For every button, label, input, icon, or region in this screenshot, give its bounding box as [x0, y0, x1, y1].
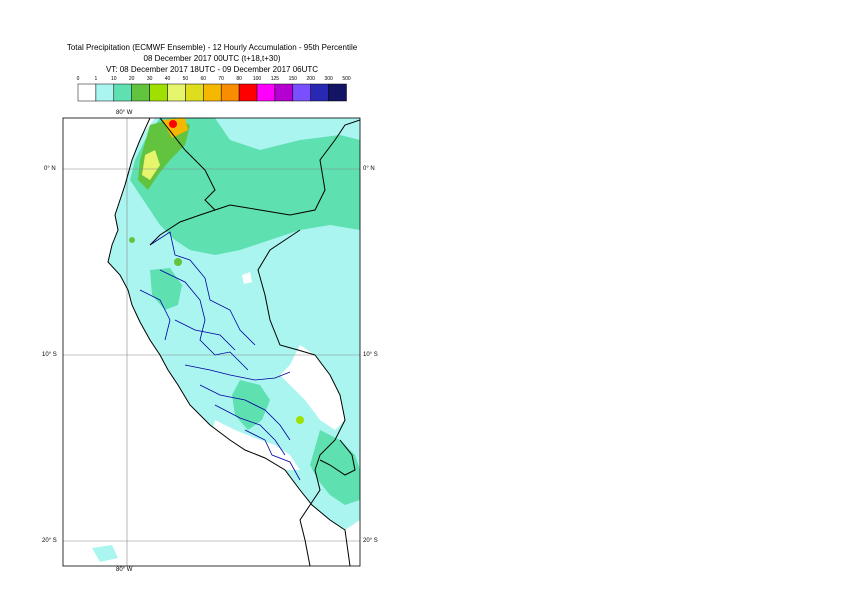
heavy-precip-core — [169, 120, 177, 128]
legend-tick-label: 20 — [128, 76, 135, 82]
lat-label-right-0: 0° N — [363, 166, 375, 172]
legend-tick-label: 50 — [182, 76, 189, 82]
admin-borders — [139, 231, 301, 481]
legend-tick-label: 60 — [200, 76, 207, 82]
legend-tick-label: 70 — [218, 76, 224, 82]
lat-label-left-10s: 10° S — [42, 352, 57, 358]
title-line-2: 08 December 2017 00UTC (t+18,t+30) — [143, 54, 281, 63]
lat-label-right-20s: 20° S — [363, 538, 378, 544]
precip-spot-3 — [129, 237, 135, 243]
moderate-precip-coast — [150, 268, 182, 310]
graticule — [63, 118, 360, 566]
map-frame — [62, 117, 361, 567]
precip-spot-1 — [174, 258, 182, 266]
legend-tick-label: 100 — [252, 76, 262, 82]
legend-tick-label: 150 — [288, 76, 297, 82]
heavy-precip-3 — [162, 118, 188, 138]
moderate-precip-mid — [232, 380, 270, 430]
legend-tick-label: 0 — [76, 76, 80, 82]
coastline — [107, 118, 360, 566]
legend-tick-label: 40 — [164, 76, 171, 82]
legend-swatch — [328, 83, 347, 102]
legend-tick-label: 1 — [94, 76, 98, 82]
legend-tick-label: 300 — [324, 76, 333, 82]
title-line-3: VT: 08 December 2017 18UTC - 09 December… — [105, 65, 319, 74]
lon-label-top: 80° W — [116, 110, 133, 116]
heavy-precip-2 — [142, 150, 160, 180]
title-line-1: Total Precipitation (ECMWF Ensemble) - 1… — [66, 43, 358, 52]
lat-label-left-20s: 20° S — [42, 538, 57, 544]
legend-tick-label: 500 — [342, 76, 351, 82]
lon-label-bottom: 80° W — [116, 567, 133, 573]
legend-tick-label: 30 — [146, 76, 153, 82]
dry-region-small — [242, 272, 252, 284]
legend-tick-label: 10 — [111, 76, 117, 82]
legend-tick-label: 200 — [306, 76, 315, 82]
legend-tick-label: 80 — [236, 76, 242, 82]
lat-label-left-0: 0° N — [44, 166, 56, 172]
lat-label-right-10s: 10° S — [363, 352, 378, 358]
color-legend — [77, 83, 347, 102]
dry-region-east — [280, 345, 345, 430]
precip-spot-2 — [296, 416, 304, 424]
legend-tick-label: 125 — [270, 76, 280, 82]
ocean-precip-patch — [92, 545, 118, 562]
